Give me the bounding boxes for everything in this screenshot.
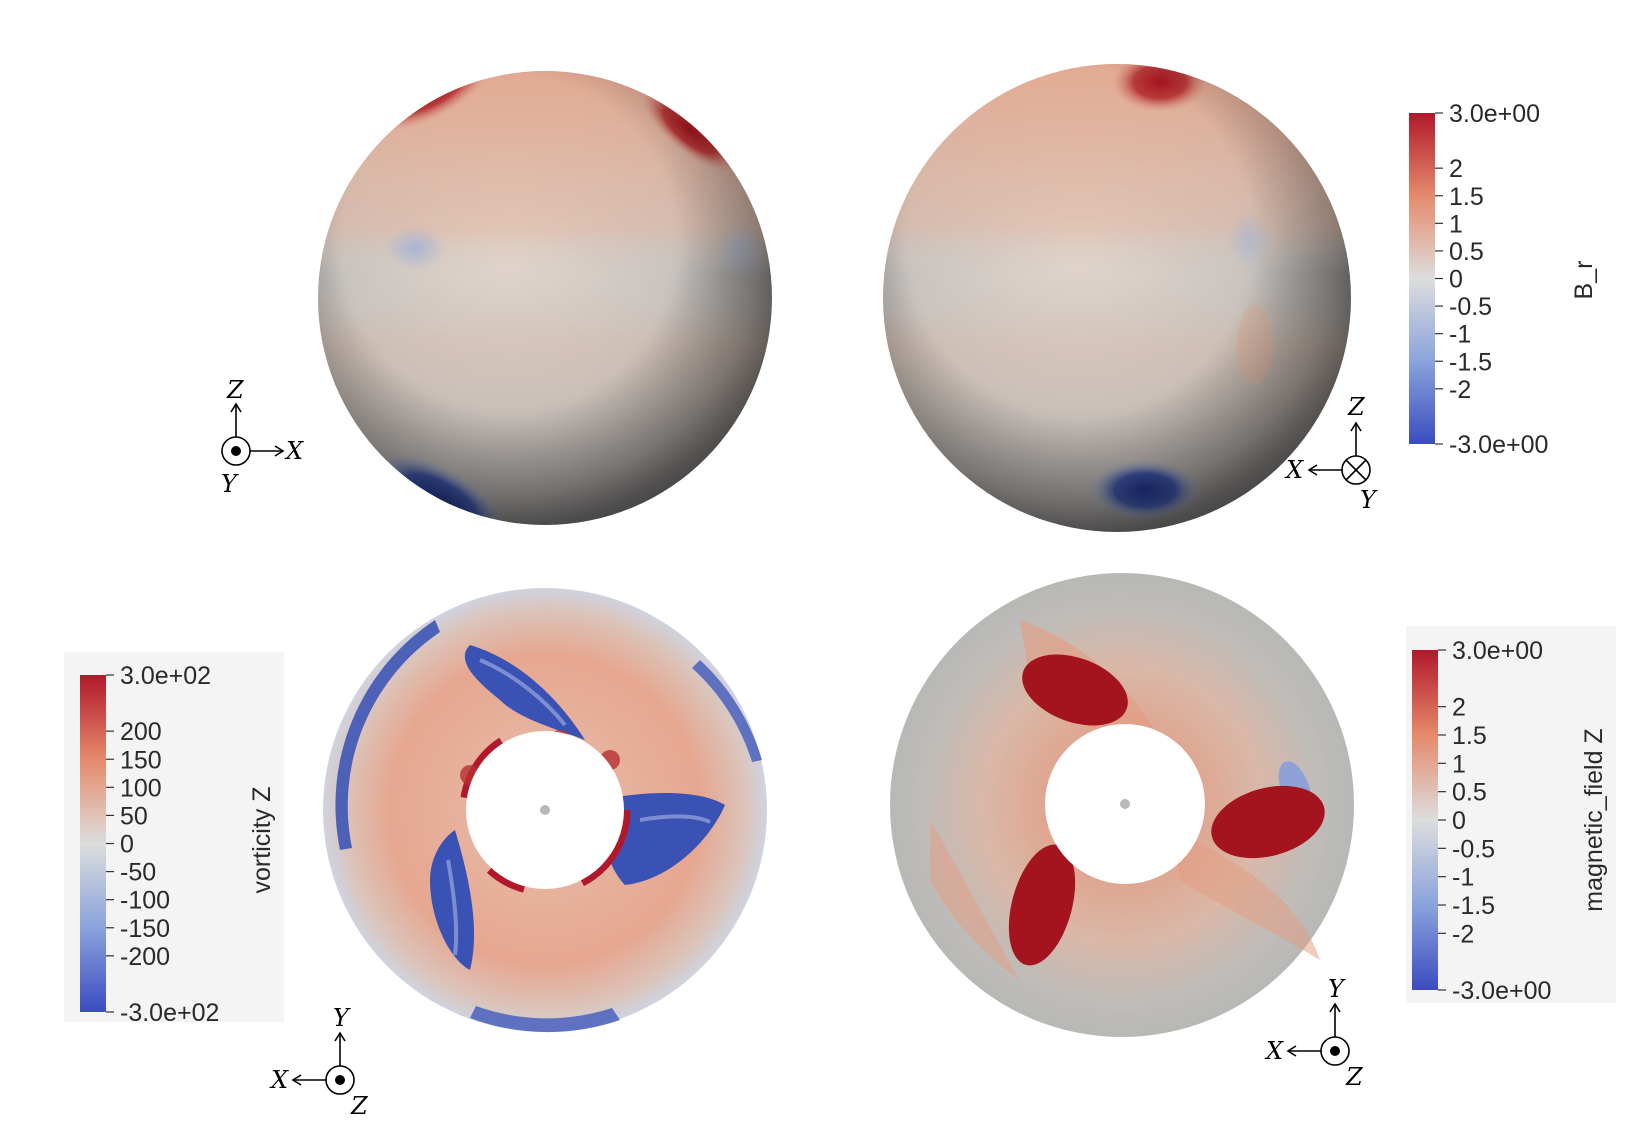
axis-label-y-back: Y xyxy=(1360,486,1378,514)
axis-label-x-front: X xyxy=(284,437,304,465)
colorbar-br: 3.0e+00 -3.0e+00 21.510.50-0.5-1-1.5-2 B… xyxy=(1409,100,1598,459)
axes-triad-magnetic xyxy=(1286,1002,1350,1066)
colorbar-tick-label: 100 xyxy=(120,774,162,802)
axis-label-z-vort: Z xyxy=(350,1092,369,1120)
colorbar-tick-label: 1.5 xyxy=(1452,722,1487,750)
colorbar-magnetic-max-label: 3.0e+00 xyxy=(1452,637,1543,665)
colorbar-tick-label: -200 xyxy=(120,943,170,971)
axes-triad-sphere-front xyxy=(221,402,285,466)
colorbar-tick-label: -150 xyxy=(120,915,170,943)
colorbar-tick-label: 2 xyxy=(1452,694,1466,722)
colorbar-magnetic: 3.0e+00 -3.0e+00 21.510.50-0.5-1-1.5-2 m… xyxy=(1406,626,1616,1005)
magnetic-annulus xyxy=(890,573,1354,1037)
axes-triad-vorticity xyxy=(291,1031,355,1095)
colorbar-tick-label: 150 xyxy=(120,746,162,774)
colorbar-tick-label: 0 xyxy=(120,831,134,859)
colorbar-tick-label: -1 xyxy=(1452,864,1474,892)
axes-triad-sphere-back xyxy=(1307,421,1371,485)
out-of-page-dot-icon xyxy=(231,446,241,456)
colorbar-tick-label: 1 xyxy=(1449,210,1463,238)
axis-label-z-back: Z xyxy=(1347,393,1366,421)
colorbar-magnetic-gradient xyxy=(1412,650,1438,990)
axis-label-x-vort: X xyxy=(269,1066,289,1094)
colorbar-vorticity-min-label: -3.0e+02 xyxy=(120,999,219,1027)
colorbar-vorticity-max-label: 3.0e+02 xyxy=(120,662,211,690)
sphere-back-view xyxy=(883,64,1351,532)
colorbar-tick-label: 0 xyxy=(1452,807,1466,835)
colorbar-tick-label: -2 xyxy=(1452,920,1474,948)
colorbar-br-gradient xyxy=(1409,113,1435,444)
colorbar-tick-label: 2 xyxy=(1449,155,1463,183)
colorbar-br-min-label: -3.0e+00 xyxy=(1449,431,1548,459)
colorbar-tick-label: 0.5 xyxy=(1452,779,1487,807)
sphere-front-view xyxy=(318,71,772,525)
axis-label-x-mag: X xyxy=(1264,1037,1284,1065)
colorbar-tick-label: -100 xyxy=(120,887,170,915)
colorbar-tick-label: -0.5 xyxy=(1449,293,1492,321)
out-of-page-dot-icon xyxy=(335,1075,345,1085)
colorbar-tick-label: 1.5 xyxy=(1449,183,1484,211)
colorbar-tick-label: -1 xyxy=(1449,321,1471,349)
colorbar-magnetic-min-label: -3.0e+00 xyxy=(1452,977,1551,1005)
colorbar-vorticity-title: vorticity Z xyxy=(248,787,276,894)
axis-label-z-mag: Z xyxy=(1345,1063,1364,1091)
out-of-page-dot-icon xyxy=(1330,1046,1340,1056)
colorbar-tick-label: 1 xyxy=(1452,750,1466,778)
colorbar-magnetic-panel xyxy=(1406,626,1616,1003)
axis-label-y-vort: Y xyxy=(333,1004,351,1032)
colorbar-vorticity: 3.0e+02 -3.0e+02 200150100500-50-100-150… xyxy=(64,652,284,1027)
colorbar-tick-label: -0.5 xyxy=(1452,835,1495,863)
colorbar-tick-label: 0.5 xyxy=(1449,238,1484,266)
colorbar-tick-label: 200 xyxy=(120,718,162,746)
axis-label-x-back: X xyxy=(1284,456,1304,484)
colorbar-tick-label: 0 xyxy=(1449,266,1463,294)
colorbar-tick-label: -1.5 xyxy=(1452,892,1495,920)
colorbar-br-title: B_r xyxy=(1570,261,1598,300)
colorbar-br-ticks: 21.510.50-0.5-1-1.5-2 xyxy=(1435,155,1492,404)
colorbar-br-max-label: 3.0e+00 xyxy=(1449,100,1540,128)
vorticity-annulus xyxy=(323,588,767,1033)
colorbar-tick-label: -2 xyxy=(1449,376,1471,404)
colorbar-vorticity-gradient xyxy=(80,675,106,1012)
axis-label-z-front: Z xyxy=(226,376,245,404)
colorbar-tick-label: -1.5 xyxy=(1449,348,1492,376)
axis-label-y-front: Y xyxy=(221,470,239,498)
colorbar-magnetic-ticks: 21.510.50-0.5-1-1.5-2 xyxy=(1438,694,1495,948)
colorbar-tick-label: 50 xyxy=(120,802,148,830)
colorbar-magnetic-title: magnetic_field Z xyxy=(1580,728,1608,911)
axis-label-y-mag: Y xyxy=(1328,975,1346,1003)
colorbar-tick-label: -50 xyxy=(120,859,156,887)
